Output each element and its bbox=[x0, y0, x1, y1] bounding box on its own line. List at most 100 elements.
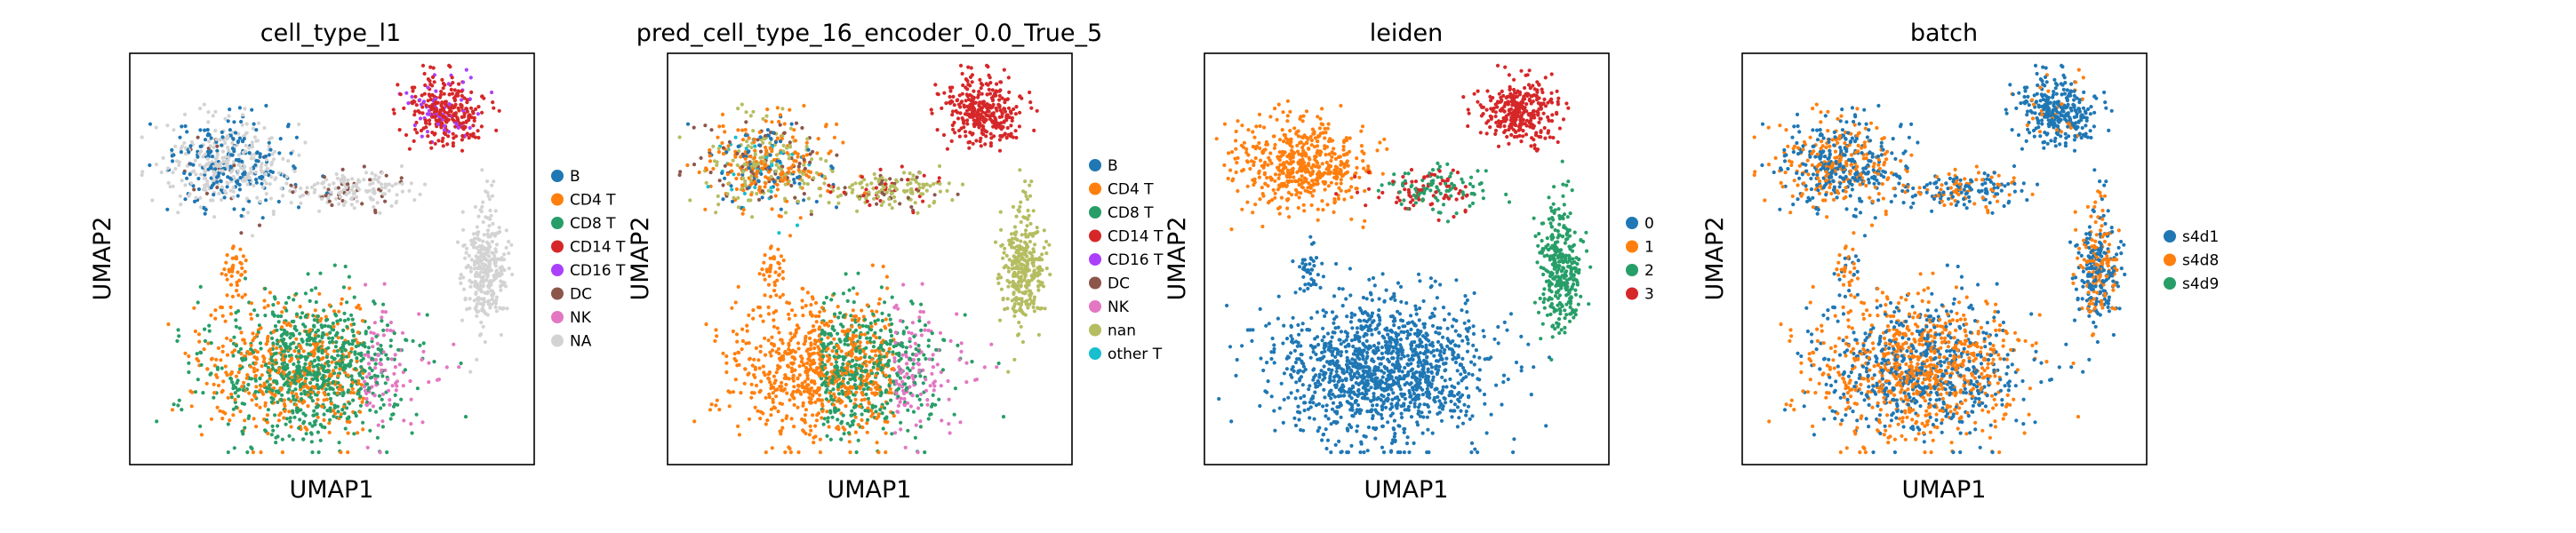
scatter-point bbox=[259, 168, 263, 172]
scatter-point bbox=[241, 150, 245, 155]
scatter-point bbox=[375, 201, 380, 205]
scatter-point bbox=[780, 380, 784, 385]
scatter-point bbox=[737, 433, 742, 437]
scatter-point bbox=[420, 357, 424, 362]
scatter-point bbox=[1017, 124, 1021, 129]
scatter-point bbox=[490, 232, 494, 236]
scatter-point bbox=[788, 446, 792, 451]
scatter-point bbox=[277, 367, 282, 371]
scatter-point bbox=[445, 142, 450, 147]
scatter-point bbox=[400, 189, 404, 194]
scatter-point bbox=[764, 422, 768, 426]
scatter-point bbox=[232, 120, 236, 124]
scatter-point bbox=[717, 408, 722, 412]
scatter-point bbox=[938, 330, 943, 335]
scatter-point bbox=[244, 376, 249, 380]
scatter-point bbox=[202, 347, 206, 352]
scatter-point bbox=[306, 272, 310, 276]
scatter-point bbox=[225, 277, 229, 282]
scatter-point bbox=[176, 328, 180, 332]
legend-marker bbox=[551, 311, 564, 323]
scatter-point bbox=[168, 185, 172, 189]
scatter-point bbox=[471, 111, 476, 115]
scatter-point bbox=[836, 383, 841, 387]
scatter-point bbox=[723, 130, 727, 134]
scatter-point bbox=[342, 176, 347, 180]
scatter-point bbox=[732, 172, 736, 177]
scatter-point bbox=[494, 309, 500, 314]
scatter-point bbox=[886, 363, 891, 368]
scatter-point bbox=[213, 129, 218, 133]
scatter-point bbox=[880, 311, 884, 315]
scatter-point bbox=[952, 103, 956, 107]
scatter-point bbox=[770, 335, 774, 339]
scatter-point bbox=[488, 306, 492, 310]
scatter-point bbox=[737, 362, 741, 367]
scatter-point bbox=[305, 186, 309, 190]
scatter-point bbox=[322, 180, 326, 185]
scatter-point bbox=[1013, 129, 1018, 133]
scatter-point bbox=[192, 187, 196, 192]
scatter-point bbox=[504, 245, 508, 250]
scatter-point bbox=[798, 216, 803, 220]
scatter-point bbox=[319, 196, 324, 201]
scatter-point bbox=[349, 374, 354, 378]
scatter-point bbox=[483, 290, 487, 295]
scatter-point bbox=[800, 125, 804, 131]
scatter-point bbox=[178, 194, 182, 198]
scatter-point bbox=[805, 383, 810, 387]
scatter-point bbox=[287, 410, 292, 414]
scatter-point bbox=[965, 122, 970, 126]
scatter-point bbox=[996, 361, 1001, 366]
scatter-point bbox=[774, 394, 779, 399]
scatter-point bbox=[849, 314, 853, 318]
scatter-point bbox=[321, 373, 325, 378]
scatter-point bbox=[394, 381, 398, 386]
scatter-point bbox=[911, 173, 916, 178]
scatter-point bbox=[757, 366, 762, 370]
scatter-point bbox=[462, 125, 467, 130]
scatter-point bbox=[302, 400, 307, 404]
scatter-point bbox=[362, 369, 366, 373]
scatter-point bbox=[349, 196, 354, 202]
scatter-point bbox=[294, 291, 299, 296]
scatter-point bbox=[350, 328, 355, 332]
scatter-point bbox=[183, 351, 188, 355]
scatter-point bbox=[737, 144, 741, 148]
scatter-point bbox=[337, 441, 341, 445]
scatter-point bbox=[831, 375, 836, 379]
scatter-point bbox=[293, 375, 298, 379]
scatter-point bbox=[333, 365, 338, 370]
scatter-point bbox=[753, 375, 757, 379]
scatter-point bbox=[264, 362, 268, 367]
scatter-point bbox=[853, 328, 859, 332]
scatter-point bbox=[327, 421, 332, 426]
scatter-point bbox=[258, 388, 262, 393]
scatter-point bbox=[220, 130, 224, 134]
scatter-point bbox=[785, 146, 789, 150]
scatter-point bbox=[829, 319, 834, 323]
scatter-point bbox=[835, 371, 839, 376]
scatter-point bbox=[818, 310, 822, 314]
scatter-point bbox=[229, 274, 234, 278]
scatter-point bbox=[932, 388, 936, 393]
scatter-point bbox=[1000, 125, 1004, 130]
scatter-point bbox=[793, 195, 797, 200]
scatter-point bbox=[841, 392, 845, 396]
scatter-point bbox=[463, 256, 468, 260]
scatter-point bbox=[876, 450, 881, 455]
scatter-point bbox=[236, 293, 241, 298]
scatter-point bbox=[751, 129, 756, 133]
scatter-point bbox=[359, 365, 364, 370]
scatter-point bbox=[311, 314, 316, 318]
scatter-point bbox=[747, 149, 751, 154]
scatter-point bbox=[429, 146, 434, 150]
scatter-point bbox=[897, 365, 901, 370]
scatter-point bbox=[915, 394, 920, 398]
scatter-point bbox=[204, 188, 208, 193]
scatter-point bbox=[376, 423, 380, 427]
scatter-point bbox=[291, 340, 295, 345]
scatter-point bbox=[823, 366, 828, 370]
scatter-point bbox=[850, 409, 854, 413]
scatter-point bbox=[796, 346, 801, 351]
